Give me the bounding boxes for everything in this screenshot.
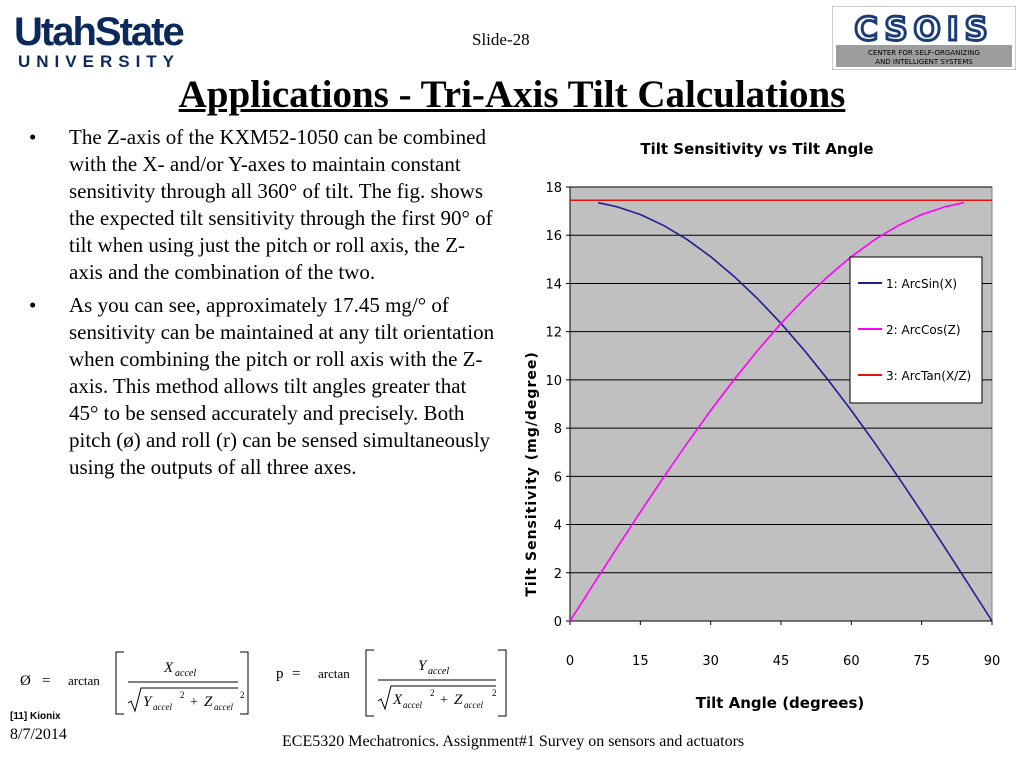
y-tick-label: 18 (545, 181, 562, 196)
bullet-icon: • (29, 125, 37, 149)
bullet-item: • The Z-axis of the KXM52-1050 can be co… (26, 124, 496, 286)
chart-svg: Tilt Sensitivity vs Tilt Angle Tilt Angl… (524, 140, 1001, 712)
chart-ylabel: Tilt Sensitivity (mg/degree) (524, 351, 540, 596)
y-tick-label: 6 (554, 470, 562, 485)
y-tick-label: 0 (554, 615, 562, 630)
reference: [11] Kionix (10, 711, 61, 722)
csois-logo-text: CSOIS (854, 10, 993, 48)
y-tick-label: 2 (554, 567, 562, 582)
x-tick-label: 15 (632, 654, 649, 669)
svg-text:+: + (190, 695, 198, 710)
x-tick-label: 45 (773, 654, 790, 669)
chart-xlabel: Tilt Angle (degrees) (696, 694, 865, 712)
bullet-list: • The Z-axis of the KXM52-1050 can be co… (26, 124, 496, 487)
y-tick-label: 8 (554, 422, 562, 437)
x-tick-label: 0 (566, 654, 574, 669)
svg-text:Z: Z (204, 694, 213, 710)
svg-text:X: X (163, 660, 174, 676)
x-tick-label: 90 (984, 654, 1001, 669)
svg-text:2: 2 (492, 688, 497, 698)
y-tick-label: 4 (554, 519, 562, 534)
x-tick-label: 60 (843, 654, 860, 669)
tilt-sensitivity-chart: Tilt Sensitivity vs Tilt Angle Tilt Angl… (512, 126, 1016, 722)
svg-text:+: + (440, 693, 448, 708)
svg-text:=: = (292, 666, 300, 682)
y-tick-label: 10 (545, 374, 562, 389)
university-sub: UNIVERSITY (18, 52, 181, 71)
svg-text:accel: accel (175, 668, 196, 679)
plot-area (569, 186, 993, 622)
series-line-2 (569, 201, 965, 622)
y-tick-label: 12 (545, 326, 562, 341)
svg-text:Z: Z (454, 692, 463, 708)
bullet-icon: • (29, 293, 37, 317)
slide-number: Slide-28 (472, 30, 530, 49)
svg-text:2: 2 (430, 688, 435, 698)
arctan-label: arctan (318, 666, 350, 681)
legend-label: 2: ArcCos(Z) (886, 323, 961, 337)
arctan-label: arctan (68, 673, 100, 688)
svg-text:Y: Y (418, 658, 428, 674)
svg-text:accel: accel (403, 700, 422, 710)
csois-logo: CSOIS CENTER FOR SELF-ORGANIZING AND INT… (831, 5, 1017, 71)
pitch-formula: Ø = arctan X accel Y accel 2 + Z accel 2 (10, 648, 255, 718)
series-line-1 (597, 201, 993, 622)
date: 8/7/2014 (10, 726, 67, 743)
svg-text:accel: accel (464, 700, 483, 710)
legend-label: 1: ArcSin(X) (886, 277, 957, 291)
y-tick-label: 14 (545, 277, 562, 292)
csois-line-2: AND INTELLIGENT SYSTEMS (875, 58, 973, 66)
utah-state-logo: UtahState UNIVERSITY (14, 12, 199, 72)
footer: ECE5320 Mechatronics. Assignment#1 Surve… (282, 733, 745, 750)
bullet-text: The Z-axis of the KXM52-1050 can be comb… (69, 125, 493, 284)
x-tick-label: 75 (913, 654, 930, 669)
bullet-text: As you can see, approximately 17.45 mg/°… (69, 293, 495, 479)
y-tick-label: 16 (545, 229, 562, 244)
svg-text:Y: Y (143, 694, 153, 710)
pitch-symbol: Ø (20, 673, 31, 689)
legend-label: 3: ArcTan(X/Z) (886, 369, 971, 383)
x-tick-label: 30 (702, 654, 719, 669)
chart-title: Tilt Sensitivity vs Tilt Angle (640, 140, 873, 158)
svg-text:X: X (392, 692, 403, 708)
svg-text:=: = (42, 673, 50, 689)
svg-text:accel: accel (428, 666, 449, 677)
svg-text:accel: accel (153, 702, 172, 712)
university-name: UtahState (14, 10, 185, 54)
svg-text:2: 2 (240, 690, 245, 700)
bullet-item: • As you can see, approximately 17.45 mg… (26, 292, 496, 481)
csois-line-1: CENTER FOR SELF-ORGANIZING (868, 49, 980, 57)
roll-formula: p = arctan Y accel X accel 2 + Z accel 2 (270, 648, 515, 718)
svg-text:2: 2 (180, 690, 185, 700)
slide-title: Applications - Tri-Axis Tilt Calculation… (178, 73, 846, 116)
svg-text:accel: accel (214, 702, 233, 712)
roll-symbol: p (276, 666, 284, 682)
